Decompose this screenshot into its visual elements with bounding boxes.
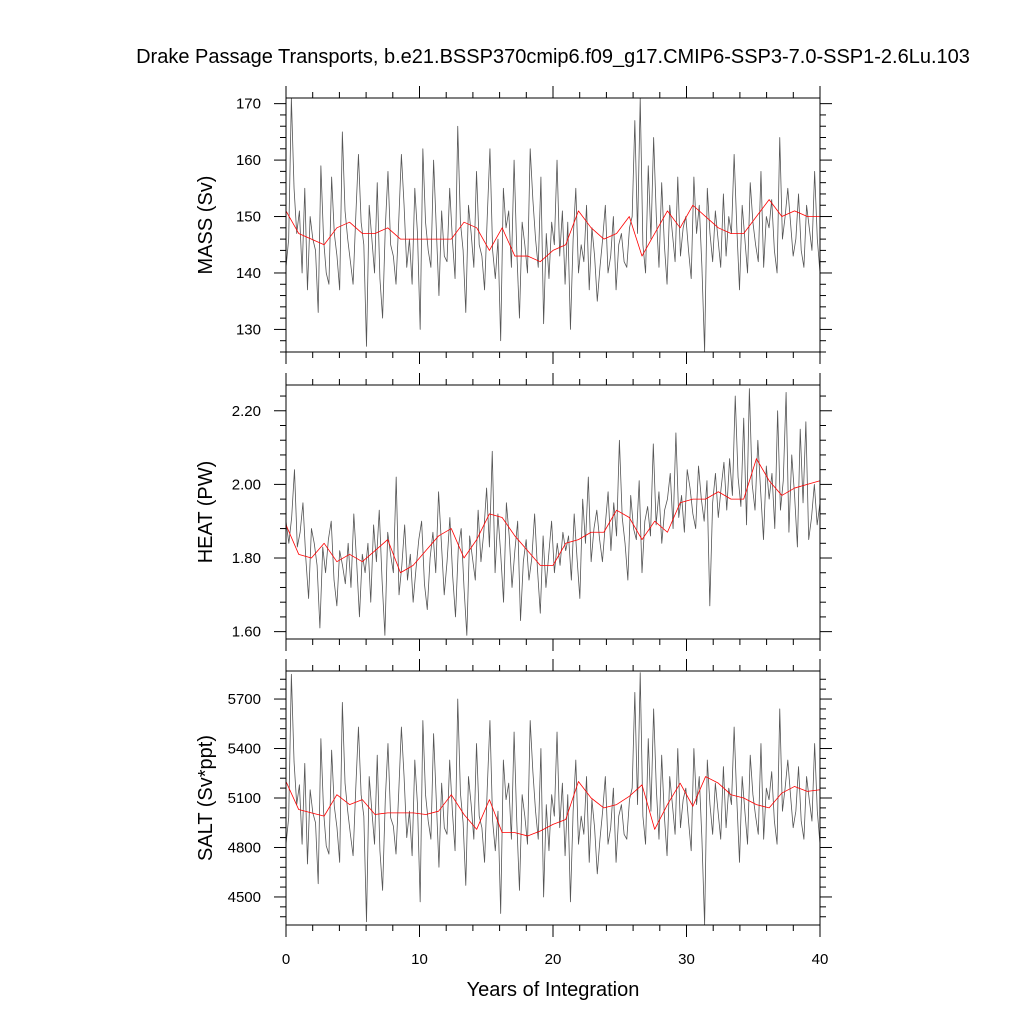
x-tick-label: 40 bbox=[812, 951, 829, 968]
x-axis-title: Years of Integration bbox=[467, 979, 640, 1001]
mass-panel: 130 140 150 160 170 MASS (Sv) bbox=[195, 86, 832, 364]
chart-title: Drake Passage Transports, b.e21.BSSP370c… bbox=[136, 46, 970, 68]
salt-series-monthly-line bbox=[285, 672, 821, 926]
x-tick-label: 10 bbox=[411, 951, 428, 968]
salt-ytick-label: 4800 bbox=[228, 839, 261, 856]
salt-panel: 4500 4800 5100 5400 5700 SALT (Sv*ppt) bbox=[195, 659, 832, 937]
mass-y-axis-title: MASS (Sv) bbox=[195, 176, 217, 275]
mass-ytick-label: 140 bbox=[236, 265, 261, 282]
x-tick-label: 30 bbox=[678, 951, 695, 968]
heat-series-annual-line bbox=[285, 458, 821, 574]
heat-ytick-label: 2.00 bbox=[232, 476, 261, 493]
mass-ytick-label: 150 bbox=[236, 209, 261, 226]
salt-ytick-label: 5400 bbox=[228, 741, 261, 758]
salt-frame bbox=[285, 670, 821, 926]
salt-series-annual-line bbox=[285, 776, 821, 837]
heat-ytick-label: 2.20 bbox=[232, 403, 261, 420]
mass-ytick-label: 130 bbox=[236, 321, 261, 338]
salt-ytick-label: 5700 bbox=[228, 691, 261, 708]
mass-frame bbox=[285, 97, 821, 353]
heat-series-monthly-line bbox=[285, 388, 821, 636]
x-tick-label: 20 bbox=[545, 951, 562, 968]
panels-layer: 130 140 150 160 170 MASS (Sv) 1.60 1.80 2.00 2.20… bbox=[195, 86, 832, 937]
salt-y-axis-title: SALT (Sv*ppt) bbox=[195, 735, 217, 861]
salt-ytick-label: 4500 bbox=[228, 889, 261, 906]
heat-ytick-label: 1.80 bbox=[232, 550, 261, 567]
x-tick-label: 0 bbox=[282, 951, 290, 968]
heat-ytick-label: 1.60 bbox=[232, 624, 261, 641]
mass-ytick-label: 160 bbox=[236, 152, 261, 169]
mass-series-annual-line bbox=[285, 199, 820, 263]
x-axis: 0 10 20 30 40 bbox=[282, 951, 829, 968]
mass-series-monthly-line bbox=[285, 97, 821, 353]
heat-y-axis-title: HEAT (PW) bbox=[195, 461, 217, 564]
salt-ytick-label: 5100 bbox=[228, 790, 261, 807]
heat-frame bbox=[285, 384, 821, 640]
mass-ytick-label: 170 bbox=[236, 96, 261, 113]
heat-panel: 1.60 1.80 2.00 2.20 HEAT (PW) bbox=[195, 373, 832, 651]
